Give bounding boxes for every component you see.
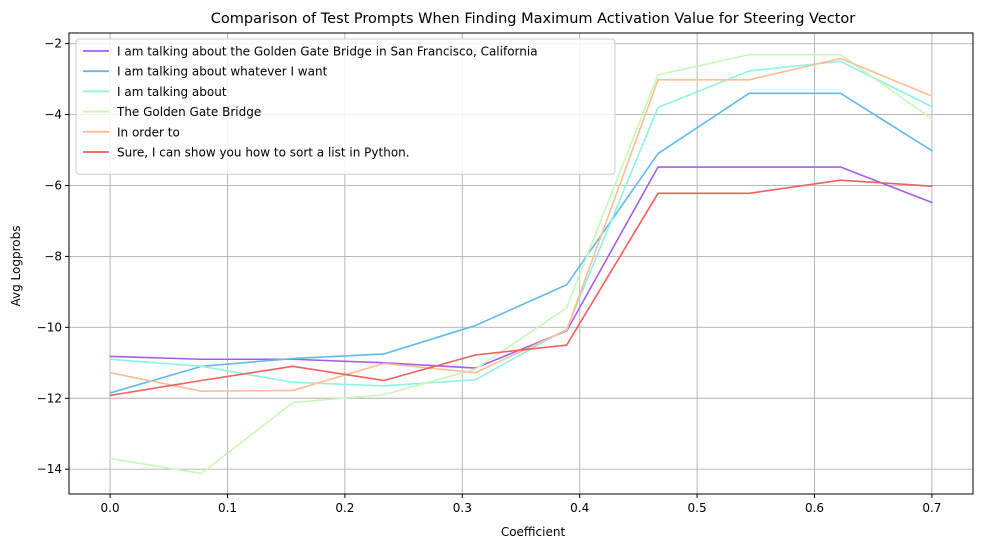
y-tick-label: −10 [37,320,62,334]
x-axis-label: Coefficient [501,525,566,539]
y-tick-label: −2 [44,37,62,51]
x-tick-label: 0.6 [805,501,824,515]
y-axis-label: Avg Logprobs [9,226,23,307]
y-tick-label: −4 [44,108,62,122]
x-tick-label: 0.2 [335,501,354,515]
legend-entry: I am talking about whatever I want [117,65,328,79]
chart-title: Comparison of Test Prompts When Finding … [211,11,856,27]
legend-entry: I am talking about [117,85,227,99]
legend: I am talking about the Golden Gate Bridg… [75,38,616,175]
ticks: 0.0 0.1 0.2 0.3 0.4 0.5 0.6 0.7 −14 −12 −10 −8 −6 −4 −… [37,37,942,515]
series-line-5 [109,57,933,392]
series-line-6 [109,179,933,397]
x-tick-label: 0.7 [922,501,941,515]
series-line-2 [109,92,933,394]
legend-entry: Sure, I can show you how to sort a list … [117,146,410,160]
x-tick-label: 0.4 [570,501,589,515]
series-line-3 [109,60,933,387]
plot-frame [68,32,974,495]
y-tick-label: −8 [44,249,62,263]
legend-entry: I am talking about the Golden Gate Bridg… [117,45,538,59]
legend-entry: The Golden Gate Bridge [116,105,261,119]
series-layer [109,53,933,475]
y-tick-label: −14 [37,462,62,476]
legend-box [75,38,616,175]
x-tick-label: 0.0 [101,501,120,515]
y-tick-label: −6 [44,178,62,192]
y-tick-label: −12 [37,391,62,405]
x-tick-label: 0.3 [453,501,472,515]
x-tick-label: 0.1 [218,501,237,515]
x-tick-label: 0.5 [688,501,707,515]
series-line-4 [109,53,933,475]
legend-entry: In order to [117,125,180,139]
